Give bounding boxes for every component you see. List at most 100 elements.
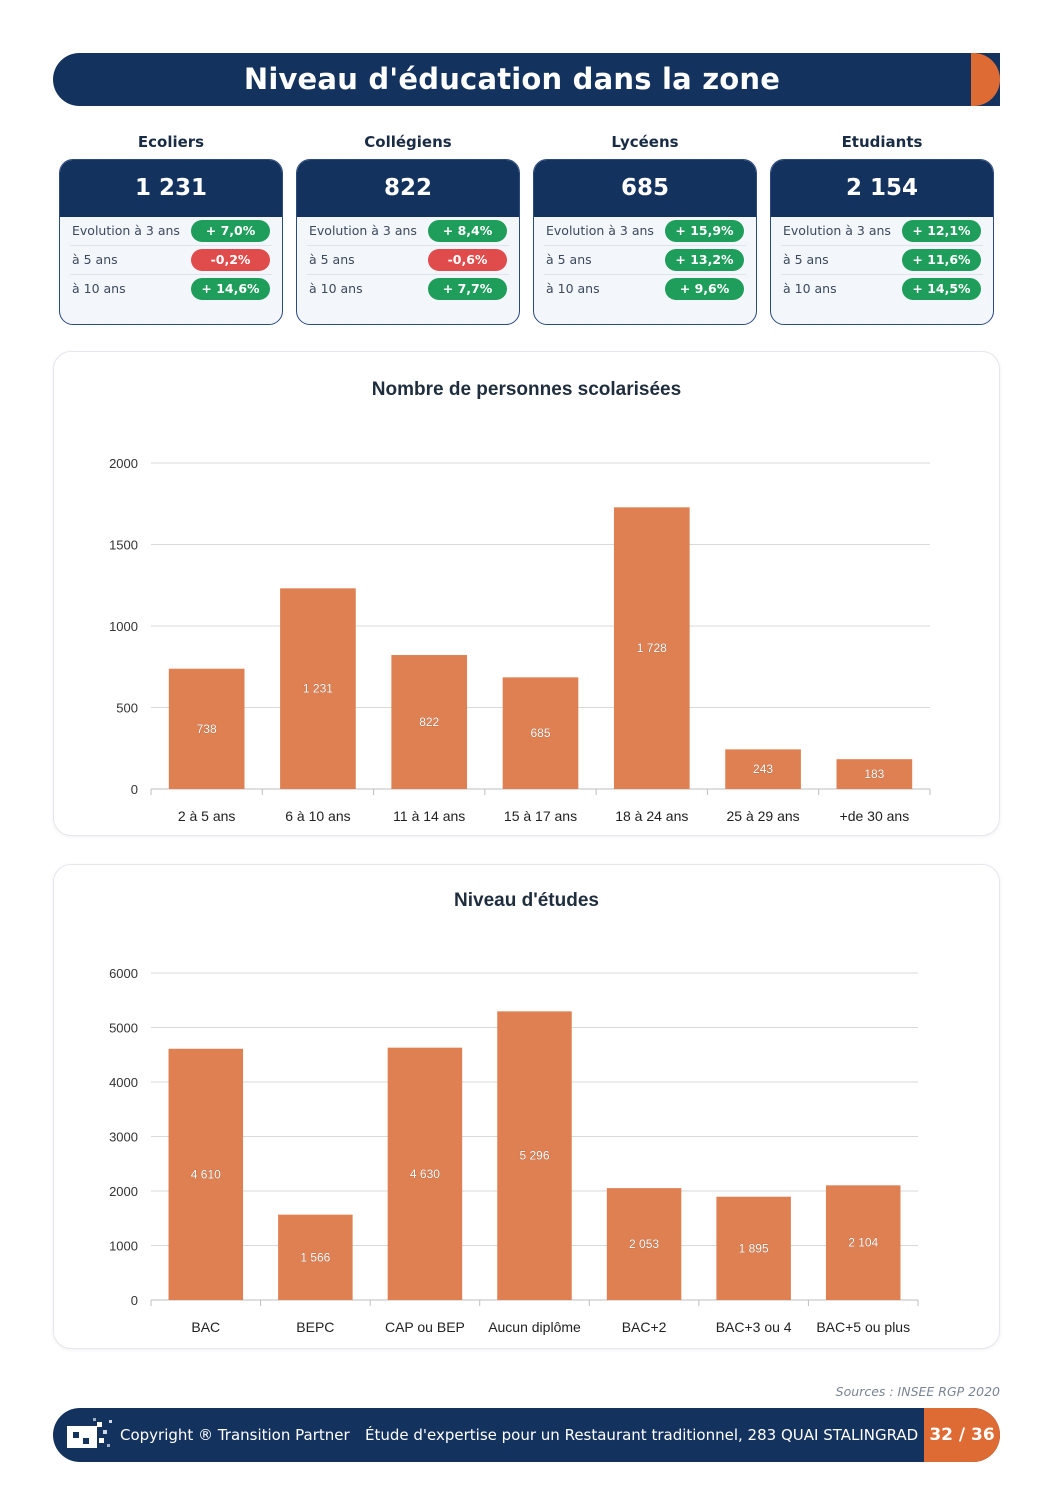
trend-badge: + 13,2%	[665, 249, 744, 271]
stat-label: Ecoliers	[137, 133, 205, 151]
trend-badge: + 15,9%	[665, 220, 744, 242]
trend-badge: -0,6%	[428, 249, 507, 271]
x-tick-label: CAP ou BEP	[385, 1319, 465, 1335]
bar	[280, 588, 356, 789]
data-label: 822	[419, 715, 439, 729]
stat-card: 1 231 Evolution à 3 ans + 7,0% à 5 ans -0,…	[59, 159, 283, 325]
stat-row: à 10 ans + 7,7%	[307, 275, 509, 304]
x-tick-label: BAC+2	[622, 1319, 667, 1335]
stat-row: à 5 ans + 11,6%	[781, 246, 983, 275]
stat-value: 685	[534, 160, 756, 217]
x-tick-label: 25 à 29 ans	[726, 808, 799, 824]
page-number: 32 / 36	[924, 1408, 1000, 1462]
chart-title: Niveau d'études	[454, 890, 599, 911]
stat-card: 685 Evolution à 3 ans + 15,9% à 5 ans + 13…	[533, 159, 757, 325]
x-tick-label: 11 à 14 ans	[393, 808, 465, 824]
bar	[387, 1047, 463, 1300]
stat-card: 822 Evolution à 3 ans + 8,4% à 5 ans -0,6%…	[296, 159, 520, 325]
data-label: 243	[753, 762, 773, 776]
y-tick-label: 0	[131, 782, 138, 797]
x-tick-label: +de 30 ans	[840, 808, 910, 824]
chart-title: Nombre de personnes scolarisées	[371, 379, 682, 400]
stat-row-label: à 10 ans	[546, 281, 600, 296]
chart-panel-etudes: Niveau d'études 0 1000 2000 3000 4000 5000 600…	[53, 864, 1000, 1349]
bar	[836, 759, 913, 789]
stat-row: à 5 ans -0,2%	[70, 246, 272, 275]
data-label: 1 566	[300, 1250, 330, 1264]
bar	[168, 668, 245, 789]
stat-row: Evolution à 3 ans + 15,9%	[544, 217, 746, 246]
stat-row-label: à 10 ans	[783, 281, 837, 296]
study-title: Étude d'expertise pour un Restaurant tra…	[365, 1426, 919, 1444]
y-tick-label: 2000	[109, 1184, 138, 1199]
x-tick-label: 15 à 17 ans	[504, 808, 577, 824]
stat-row: Evolution à 3 ans + 8,4%	[307, 217, 509, 246]
stat-row-label: Evolution à 3 ans	[546, 223, 654, 238]
stats-section: Ecoliers 1 231 Evolution à 3 ans + 7,0% à…	[59, 132, 994, 327]
y-tick-label: 4000	[109, 1075, 138, 1090]
stat-row-label: à 5 ans	[309, 252, 355, 267]
data-label: 1 231	[303, 682, 333, 696]
stat-value: 822	[297, 160, 519, 217]
bar	[502, 677, 579, 789]
stat-row-label: à 10 ans	[309, 281, 363, 296]
x-tick-label: BEPC	[296, 1319, 334, 1335]
x-tick-label: 18 à 24 ans	[615, 808, 688, 824]
stat-value: 2 154	[771, 160, 993, 217]
stat-row: Evolution à 3 ans + 7,0%	[70, 217, 272, 246]
bar	[825, 1185, 901, 1300]
footer: Copyright ® Transition Partner Étude d'e…	[53, 1408, 1000, 1462]
y-tick-label: 1000	[109, 619, 138, 634]
y-tick-label: 2000	[109, 456, 138, 471]
sources-note: Sources : INSEE RGP 2020	[835, 1384, 1000, 1399]
x-tick-label: Aucun diplôme	[488, 1319, 581, 1335]
trend-badge: + 14,5%	[902, 278, 981, 300]
stat-row: à 5 ans -0,6%	[307, 246, 509, 275]
trend-badge: + 9,6%	[665, 278, 744, 300]
stat-row: Evolution à 3 ans + 12,1%	[781, 217, 983, 246]
y-tick-label: 3000	[109, 1130, 138, 1145]
title-bar: Niveau d'éducation dans la zone	[53, 53, 1000, 106]
stat-row-label: Evolution à 3 ans	[783, 223, 891, 238]
trend-badge: + 11,6%	[902, 249, 981, 271]
trend-badge: + 8,4%	[428, 220, 507, 242]
stat-row: à 10 ans + 9,6%	[544, 275, 746, 304]
y-tick-label: 1500	[109, 538, 138, 553]
stat-card: 2 154 Evolution à 3 ans + 12,1% à 5 ans + …	[770, 159, 994, 325]
x-tick-label: BAC	[191, 1319, 220, 1335]
data-label: 4 630	[410, 1167, 440, 1181]
stat-value: 1 231	[60, 160, 282, 217]
x-tick-label: 6 à 10 ans	[285, 808, 350, 824]
bar	[278, 1214, 353, 1300]
bar-chart-scolarisees: 0 500 1000 1500 2000 738 2 à 5 ans 1 231 6 à 10 …	[109, 456, 931, 824]
bar	[725, 749, 801, 789]
stat-row-label: à 5 ans	[546, 252, 592, 267]
data-label: 5 296	[519, 1149, 549, 1163]
stat-card-lyceens: Lycéens 685 Evolution à 3 ans + 15,9% à 5…	[533, 132, 757, 325]
stat-label: Lycéens	[611, 133, 679, 151]
x-tick-label: 2 à 5 ans	[178, 808, 236, 824]
stat-card-collegiens: Collégiens 822 Evolution à 3 ans + 8,4% à…	[296, 132, 520, 325]
trend-badge: + 12,1%	[902, 220, 981, 242]
bar	[606, 1188, 682, 1300]
y-tick-label: 6000	[109, 966, 138, 981]
bar	[168, 1048, 244, 1300]
trend-badge: + 7,7%	[428, 278, 507, 300]
stat-row: à 10 ans + 14,6%	[70, 275, 272, 304]
y-tick-label: 500	[116, 701, 138, 716]
stat-row-label: Evolution à 3 ans	[309, 223, 417, 238]
stat-row: à 10 ans + 14,5%	[781, 275, 983, 304]
bar-chart-etudes: 0 1000 2000 3000 4000 5000 6000 4 610 BAC 1 566 BE…	[109, 966, 919, 1335]
title-accent	[971, 53, 1000, 106]
stat-row-label: à 10 ans	[72, 281, 126, 296]
page-title: Niveau d'éducation dans la zone	[243, 62, 781, 96]
data-label: 1 728	[637, 641, 667, 655]
stat-card-ecoliers: Ecoliers 1 231 Evolution à 3 ans + 7,0% à…	[59, 132, 283, 325]
company-logo-icon	[67, 1418, 112, 1448]
stat-row: à 5 ans + 13,2%	[544, 246, 746, 275]
stat-label: Etudiants	[841, 133, 923, 151]
stat-row-label: à 5 ans	[783, 252, 829, 267]
trend-badge: -0,2%	[191, 249, 270, 271]
data-label: 2 053	[629, 1237, 659, 1251]
x-tick-label: BAC+5 ou plus	[816, 1319, 910, 1335]
